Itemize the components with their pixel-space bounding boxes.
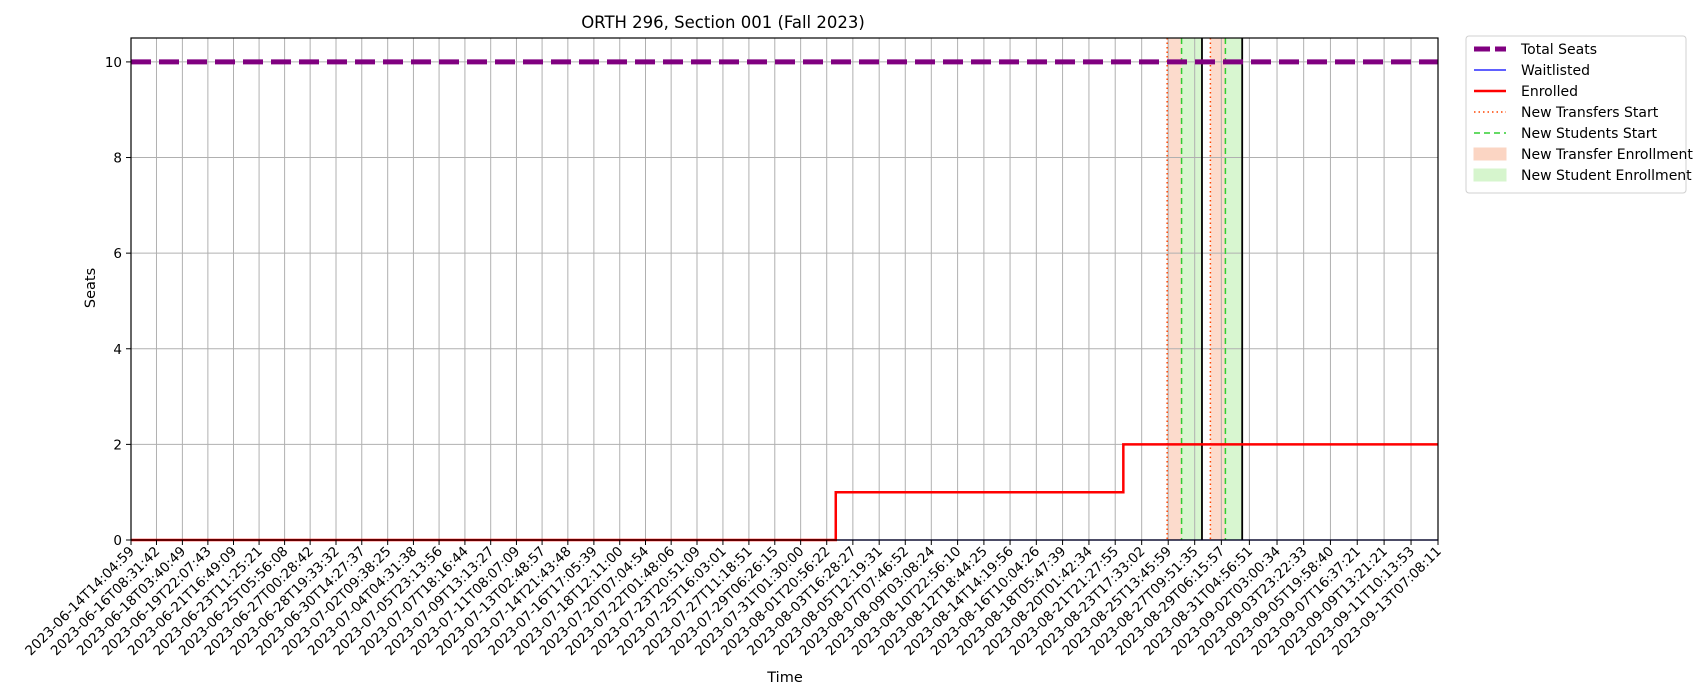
legend-label: New Transfers Start <box>1521 105 1659 121</box>
transfer-enrollment-window <box>1210 38 1226 540</box>
y-tick-label: 4 <box>113 342 122 358</box>
legend-label: Enrolled <box>1521 84 1578 100</box>
legend: Total Seats Waitlisted Enrolled New Transfe… <box>1465 35 1693 194</box>
student-enrollment-window <box>1181 38 1202 540</box>
legend-swatch <box>1473 147 1507 161</box>
y-tick-label: 2 <box>113 437 122 453</box>
plot-area: 02468102023-06-14T14:04:592023-06-16T08:… <box>22 37 1445 659</box>
legend-label: Waitlisted <box>1521 63 1590 79</box>
y-tick-label: 0 <box>113 533 122 549</box>
y-axis-title: Seats <box>83 268 99 308</box>
legend-swatch <box>1473 168 1507 182</box>
y-tick-label: 6 <box>113 246 122 262</box>
x-axis-title: Time <box>766 670 803 686</box>
plot-frame <box>130 37 1439 541</box>
legend-label: New Students Start <box>1521 126 1658 142</box>
student-enrollment-window <box>1225 38 1243 540</box>
chart-title: ORTH 296, Section 001 (Fall 2023) <box>581 13 865 32</box>
y-tick-label: 10 <box>105 55 122 71</box>
y-tick-label: 8 <box>113 151 122 167</box>
legend-box <box>1465 35 1687 194</box>
legend-label: Total Seats <box>1520 42 1597 58</box>
legend-label: New Student Enrollment <box>1521 168 1692 184</box>
legend-label: New Transfer Enrollment <box>1521 147 1693 163</box>
transfer-enrollment-window <box>1167 38 1182 540</box>
